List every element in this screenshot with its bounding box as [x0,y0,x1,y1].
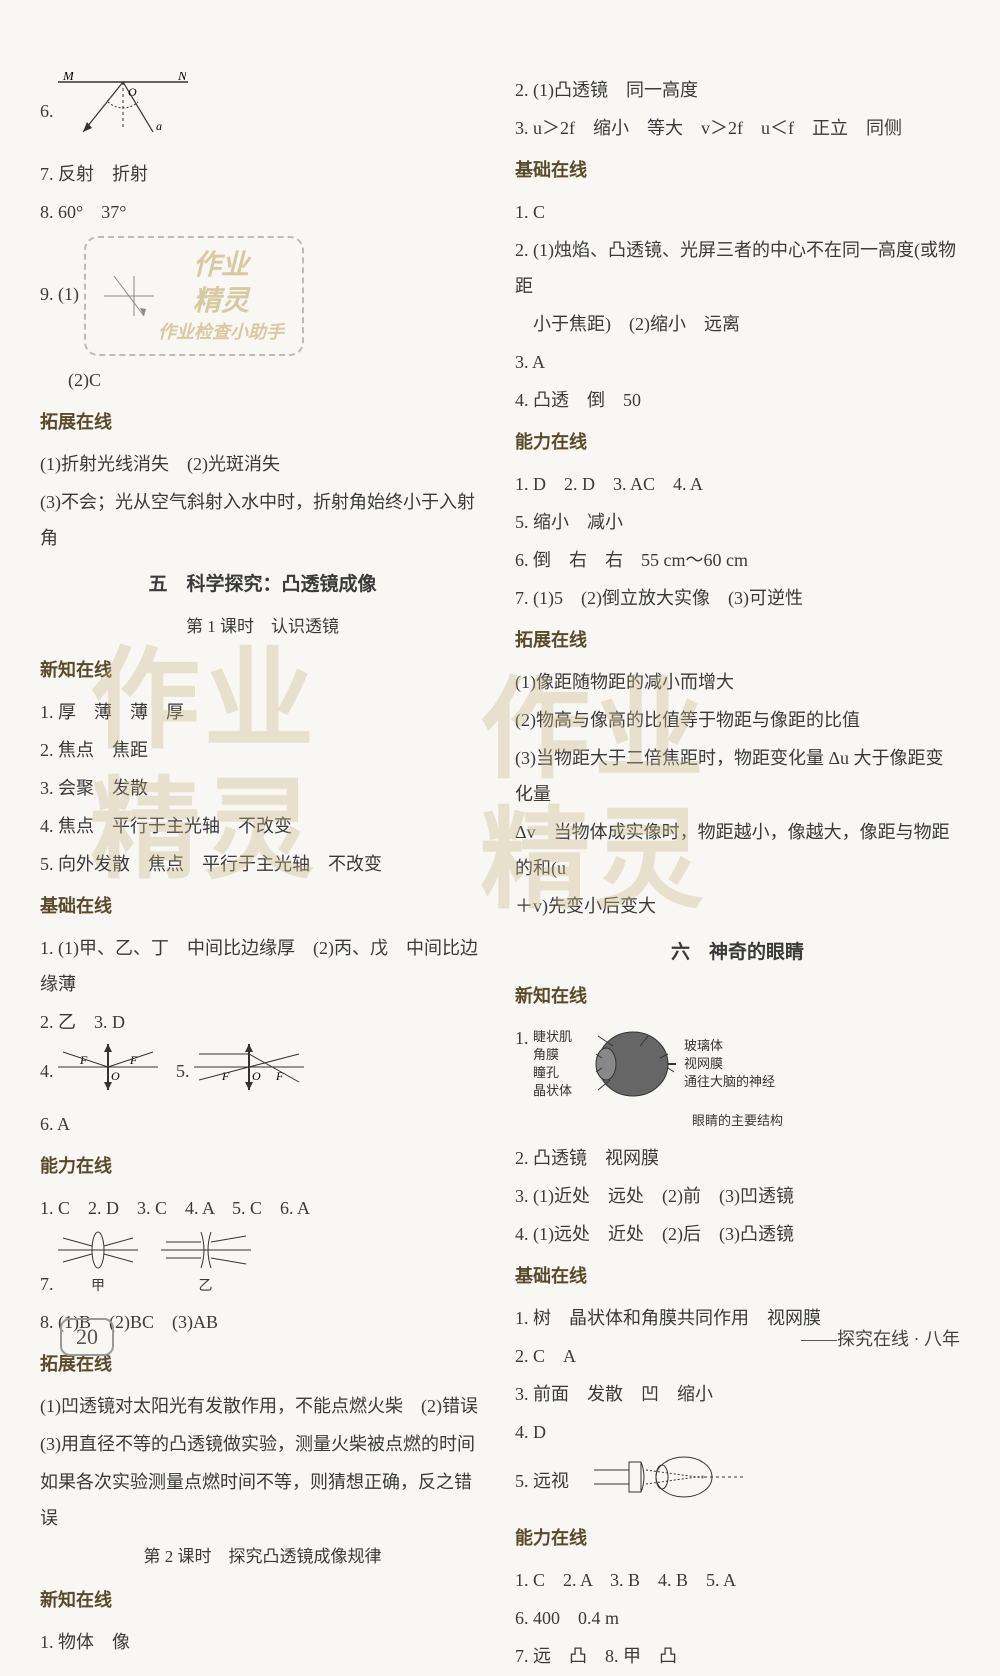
q7: 7. 反射 折射 [40,156,485,192]
nl7-diag2: 乙 [161,1228,251,1301]
r2: 2. (1)凸透镜 同一高度 [515,72,960,108]
xz2-1: 1. 物体 像 [40,1624,485,1660]
r-xz2: 2. 凸透镜 视网膜 [515,1140,960,1176]
tz-1: (1)折射光线消失 (2)光斑消失 [40,446,485,482]
r-jc1: 1. C [515,194,960,230]
svg-text:F: F [221,1069,230,1083]
q8: 8. 60° 37° [40,194,485,230]
jc5-label: 5. [176,1061,190,1081]
xz5: 5. 向外发散 焦点 平行于主光轴 不改变 [40,846,485,882]
r-section-xinzhi: 新知在线 [515,978,960,1014]
footer-text: ——探究在线 · 八年 [801,1325,960,1351]
chapter6-title: 六 神奇的眼睛 [515,934,960,972]
eye-left-labels: 睫状肌 角膜 瞳孔 晶状体 [533,1028,572,1101]
section-xinzhi: 新知在线 [40,652,485,688]
nl7-cap1: 甲 [58,1273,138,1301]
eye-q1-label: 1. [515,1028,529,1048]
svg-text:O: O [111,1069,120,1083]
eye-q1: 1. 睫状肌 角膜 瞳孔 晶状体 [515,1020,960,1106]
q6: 6. M N O a [40,72,485,154]
q6-diagram: M N O a [58,72,188,154]
jc5-diagram: F O F [194,1042,304,1104]
wm-line3: 作业检查小助手 [158,321,284,344]
nl1: 1. C 2. D 3. C 4. A 5. C 6. A [40,1190,485,1226]
r-nl2-1: 1. C 2. A 3. B 4. B 5. A [515,1562,960,1598]
lesson2-title: 第 2 课时 探究凸透镜成像规律 [40,1540,485,1574]
r-tz2: (2)物高与像高的比值等于物距与像距的比值 [515,702,960,738]
xz2: 2. 焦点 焦距 [40,732,485,768]
r-xz3: 3. (1)近处 远处 (2)前 (3)凹透镜 [515,1178,960,1214]
section-nengli: 能力在线 [40,1148,485,1184]
eye-right-labels: 玻璃体 视网膜 通往大脑的神经 [684,1037,775,1092]
jc4-diagram: F F O [58,1042,158,1104]
r-section-nengli2: 能力在线 [515,1520,960,1556]
r-jc2-4b: 4. D [515,1414,960,1450]
diag-N: N [177,72,188,83]
tz2-1: (1)凹透镜对太阳光有发散作用，不能点燃火柴 (2)错误 [40,1388,485,1424]
r-nl5: 5. 缩小 减小 [515,504,960,540]
chapter5-title: 五 科学探究：凸透镜成像 [40,566,485,604]
r-nl2-7: 7. 远 凸 8. 甲 凸 [515,1638,960,1674]
r-tz3-2: Δv 当物体成实像时，物距越小，像越大，像距与物距的和(u [515,814,960,886]
r-nl1: 1. D 2. D 3. AC 4. A [515,466,960,502]
r3: 3. u＞2f 缩小 等大 v＞2f u＜f 正立 同侧 [515,110,960,146]
diag-O: O [128,85,137,99]
jc1: 1. (1)甲、乙、丁 中间比边缘厚 (2)丙、戊 中间比边缘薄 [40,930,485,1002]
xz3: 3. 会聚 发散 [40,770,485,806]
q9-watermark-box: 作业 精灵 作业检查小助手 [84,236,305,356]
jc6: 6. A [40,1106,485,1142]
r-nl7: 7. (1)5 (2)倒立放大实像 (3)可逆性 [515,580,960,616]
tz2-2: (3)用直径不等的凸透镜做实验，测量火柴被点燃的时间 [40,1426,485,1462]
r-jc2-5b: 5. 远视 [515,1452,960,1514]
lesson1-title: 第 1 课时 认识透镜 [40,610,485,644]
jc2: 2. 乙 3. D [40,1004,485,1040]
r-jc2-3b: 3. 前面 发散 凹 缩小 [515,1376,960,1412]
r-tz3-1: (3)当物距大于二倍焦距时，物距变化量 Δu 大于像距变化量 [515,740,960,812]
nl7: 7. 甲 [40,1228,485,1302]
r-tz3-3: ＋v)先变小后变大 [515,888,960,924]
r-jc4: 4. 凸透 倒 50 [515,382,960,418]
farsight-diagram [594,1452,764,1514]
jc4-5: 4. F F O 5. [40,1042,485,1104]
q9: 9. (1) 作业 精灵 作业检查小助手 [40,232,485,360]
section-xinzhi2: 新知在线 [40,1582,485,1618]
q6-label: 6. [40,101,54,121]
r-tz1: (1)像距随物距的减小而增大 [515,664,960,700]
wm-line1: 作业 [193,250,249,281]
r-jc2-2: 小于焦距) (2)缩小 远离 [515,306,960,342]
diag-M: M [62,72,75,83]
r-nl2-6: 6. 400 0.4 m [515,1600,960,1636]
page-number: 20 [60,1318,114,1356]
r-section-jichu2: 基础在线 [515,1258,960,1294]
q9-label: 9. (1) [40,284,79,304]
svg-text:O: O [252,1069,261,1083]
tz-2: (3)不会；光从空气斜射入水中时，折射角始终小于入射角 [40,484,485,556]
r-section-tuozhan: 拓展在线 [515,622,960,658]
section-jichu: 基础在线 [40,888,485,924]
r-section-nengli: 能力在线 [515,424,960,460]
section-tuozhan: 拓展在线 [40,404,485,440]
r-section-jichu: 基础在线 [515,152,960,188]
jc4-label: 4. [40,1061,54,1081]
r-nl6: 6. 倒 右 右 55 cm～60 cm [515,542,960,578]
r-xz4: 4. (1)远处 近处 (2)后 (3)凸透镜 [515,1216,960,1252]
diag-a: a [156,119,162,133]
eye-caption: 眼睛的主要结构 [515,1108,960,1134]
q9-2: (2)C [68,362,485,398]
wm-line2: 精灵 [193,286,249,317]
xz4: 4. 焦点 平行于主光轴 不改变 [40,808,485,844]
nl7-cap2: 乙 [161,1273,251,1301]
r-jc3: 3. A [515,344,960,380]
xz1: 1. 厚 薄 薄 厚 [40,694,485,730]
eye-svg [578,1024,678,1104]
tz2-3: 如果各次实验测量点燃时间不等，则猜想正确，反之错误 [40,1464,485,1536]
nl7-diag1: 甲 [58,1228,138,1301]
nl7-label: 7. [40,1274,54,1294]
r-jc2-1: 2. (1)烛焰、凸透镜、光屏三者的中心不在同一高度(或物距 [515,232,960,304]
